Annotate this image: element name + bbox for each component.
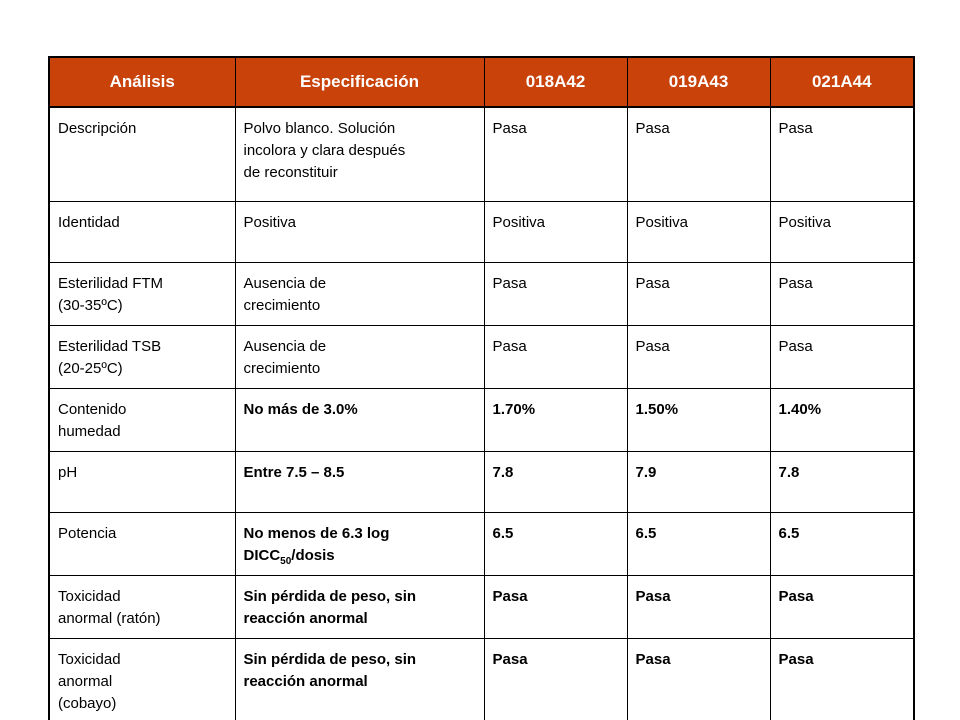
- header-lot-019a43: 019A43: [626, 56, 771, 108]
- table-row: Esterilidad FTM (30-35ºC) Ausencia de cr…: [48, 262, 915, 326]
- cell-analysis: Esterilidad TSB (20-25ºC): [48, 325, 236, 389]
- cell-value: Pasa: [626, 638, 771, 720]
- text-line: Contenido: [58, 401, 127, 418]
- cell-value: Pasa: [626, 575, 771, 639]
- text-line: Esterilidad TSB: [58, 338, 162, 355]
- text-line: Toxicidad: [58, 651, 121, 668]
- text-line: humedad: [58, 423, 121, 440]
- table-row: Contenido humedad No más de 3.0% 1.70% 1…: [48, 388, 915, 452]
- header-lot-021a44: 021A44: [769, 56, 915, 108]
- cell-specification: Positiva: [234, 201, 485, 263]
- text-line: Ausencia de: [243, 275, 327, 292]
- cell-value: Pasa: [769, 106, 915, 202]
- cell-value: Pasa: [626, 106, 771, 202]
- text-line: crecimiento: [243, 360, 321, 377]
- cell-value: 1.70%: [483, 388, 628, 452]
- text-line: Toxicidad: [58, 588, 121, 605]
- cell-value: Pasa: [769, 575, 915, 639]
- cell-value: Pasa: [483, 262, 628, 326]
- cell-analysis: Potencia: [48, 512, 236, 576]
- table-row: Identidad Positiva Positiva Positiva Pos…: [48, 201, 915, 263]
- cell-value: Pasa: [483, 638, 628, 720]
- cell-value: 1.50%: [626, 388, 771, 452]
- text-line: (20-25ºC): [58, 360, 123, 377]
- text-line: (30-35ºC): [58, 297, 123, 314]
- text-line: Sin pérdida de peso, sin: [243, 651, 417, 668]
- cell-analysis: Esterilidad FTM (30-35ºC): [48, 262, 236, 326]
- cell-specification: Polvo blanco. Solución incolora y clara …: [234, 106, 485, 202]
- cell-specification: No más de 3.0%: [234, 388, 485, 452]
- cell-value: 1.40%: [769, 388, 915, 452]
- cell-value: Pasa: [626, 325, 771, 389]
- table-row: Toxicidad anormal (cobayo) Sin pérdida d…: [48, 638, 915, 720]
- cell-value: 6.5: [626, 512, 771, 576]
- table-row: pH Entre 7.5 – 8.5 7.8 7.9 7.8: [48, 451, 915, 513]
- text-line: No menos de 6.3 log: [243, 525, 390, 542]
- table-row: Esterilidad TSB (20-25ºC) Ausencia de cr…: [48, 325, 915, 389]
- cell-value: Pasa: [769, 262, 915, 326]
- subscript: 50: [280, 556, 292, 567]
- text-line: pH: [58, 464, 78, 481]
- cell-analysis: Identidad: [48, 201, 236, 263]
- header-analisis: Análisis: [48, 56, 236, 108]
- text-line: /dosis: [291, 547, 335, 564]
- cell-analysis: Contenido humedad: [48, 388, 236, 452]
- text-line: Polvo blanco. Solución: [243, 120, 396, 137]
- table-row: Descripción Polvo blanco. Solución incol…: [48, 106, 915, 202]
- cell-value: 7.8: [769, 451, 915, 513]
- text-line: Esterilidad FTM: [58, 275, 164, 292]
- text-line: reacción anormal: [243, 610, 368, 627]
- text-line: Sin pérdida de peso, sin: [243, 588, 417, 605]
- cell-specification: Ausencia de crecimiento: [234, 325, 485, 389]
- text-line: anormal: [58, 673, 113, 690]
- text-line: DICC: [243, 547, 281, 564]
- cell-value: Pasa: [769, 325, 915, 389]
- cell-specification: Sin pérdida de peso, sin reacción anorma…: [234, 575, 485, 639]
- cell-value: Positiva: [769, 201, 915, 263]
- header-especificacion: Especificación: [234, 56, 485, 108]
- text-line: (cobayo): [58, 695, 117, 712]
- header-lot-018a42: 018A42: [483, 56, 628, 108]
- cell-value: Pasa: [626, 262, 771, 326]
- text-line: anormal (ratón): [58, 610, 161, 627]
- text-line: reacción anormal: [243, 673, 368, 690]
- cell-value: 7.8: [483, 451, 628, 513]
- text-line: crecimiento: [243, 297, 321, 314]
- header-row: Análisis Especificación 018A42 019A43 02…: [48, 56, 915, 108]
- text-line: Ausencia de: [243, 338, 327, 355]
- cell-specification: Ausencia de crecimiento: [234, 262, 485, 326]
- cell-value: Pasa: [483, 106, 628, 202]
- text-line: Potencia: [58, 525, 117, 542]
- text-line: Entre 7.5 – 8.5: [243, 464, 345, 481]
- specification-table: Análisis Especificación 018A42 019A43 02…: [48, 56, 915, 720]
- cell-specification: Sin pérdida de peso, sin reacción anorma…: [234, 638, 485, 720]
- cell-value: Positiva: [483, 201, 628, 263]
- cell-analysis: Toxicidad anormal (ratón): [48, 575, 236, 639]
- text-line: de reconstituir: [243, 164, 338, 181]
- cell-analysis: Toxicidad anormal (cobayo): [48, 638, 236, 720]
- cell-value: Pasa: [483, 575, 628, 639]
- table-row: Potencia No menos de 6.3 log DICC50/dosi…: [48, 512, 915, 576]
- cell-analysis: pH: [48, 451, 236, 513]
- cell-value: 7.9: [626, 451, 771, 513]
- cell-specification: Entre 7.5 – 8.5: [234, 451, 485, 513]
- cell-analysis: Descripción: [48, 106, 236, 202]
- text-line: No más de 3.0%: [243, 401, 358, 418]
- text-line: Identidad: [58, 214, 120, 231]
- cell-value: Pasa: [483, 325, 628, 389]
- text-line: incolora y clara después: [243, 142, 406, 159]
- cell-value: Pasa: [769, 638, 915, 720]
- cell-specification: No menos de 6.3 log DICC50/dosis: [234, 512, 485, 576]
- cell-value: Positiva: [626, 201, 771, 263]
- cell-value: 6.5: [769, 512, 915, 576]
- table-row: Toxicidad anormal (ratón) Sin pérdida de…: [48, 575, 915, 639]
- text-line: Descripción: [58, 120, 137, 137]
- cell-value: 6.5: [483, 512, 628, 576]
- text-line: Positiva: [243, 214, 297, 231]
